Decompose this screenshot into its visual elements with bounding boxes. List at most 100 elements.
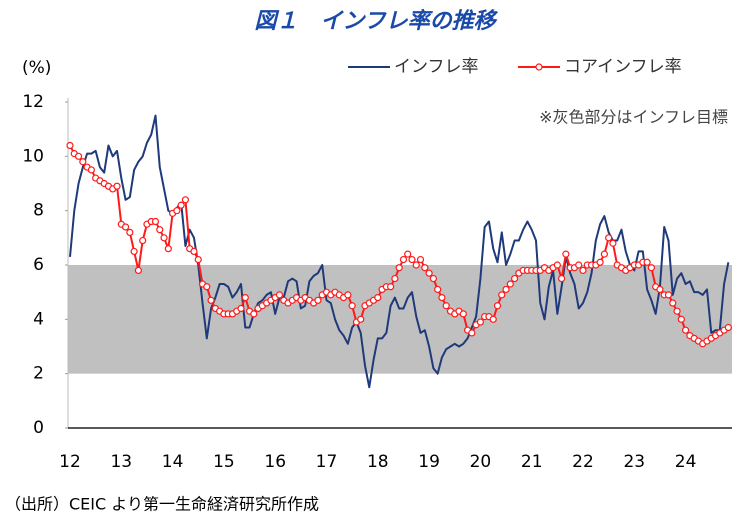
data-point (438, 294, 446, 302)
data-point (416, 255, 425, 264)
data-point (275, 291, 284, 299)
data-point (181, 196, 190, 204)
data-point (207, 296, 215, 304)
data-point (600, 250, 608, 258)
data-point (506, 280, 514, 288)
data-point (575, 261, 583, 269)
data-point (87, 166, 95, 174)
x-tick-label: 17 (316, 452, 338, 472)
data-point (434, 285, 442, 294)
y-tick-label: 6 (33, 255, 44, 275)
data-point (126, 228, 134, 236)
data-point (241, 294, 249, 302)
x-tick-label: 16 (264, 452, 286, 472)
data-point (656, 285, 664, 294)
data-point (139, 236, 147, 245)
data-point (647, 264, 656, 272)
x-tick-label: 15 (213, 452, 235, 472)
data-point (399, 255, 408, 264)
annotation: ※灰色部分はインフレ目標 (539, 108, 728, 127)
data-point (113, 182, 121, 190)
data-point (357, 315, 365, 323)
data-point (404, 250, 412, 258)
data-point (194, 255, 202, 264)
data-point (476, 318, 484, 326)
data-point (669, 299, 677, 307)
data-point (562, 250, 570, 258)
data-point (130, 247, 138, 256)
data-point (237, 304, 245, 313)
data-point (459, 310, 467, 318)
data-point (429, 274, 437, 283)
data-point (421, 264, 429, 272)
x-tick-label: 19 (418, 452, 440, 472)
data-point (66, 141, 74, 150)
data-point (596, 258, 604, 266)
data-point (387, 283, 395, 291)
x-tick-label: 24 (675, 452, 697, 472)
data-point (250, 310, 258, 318)
data-point (643, 258, 651, 266)
data-point (344, 291, 352, 299)
data-point (160, 234, 168, 242)
x-tick-label: 21 (521, 452, 543, 472)
data-point (164, 245, 172, 253)
x-tick-label: 18 (367, 452, 389, 472)
y-axis-label: (%) (22, 58, 51, 78)
data-point (673, 307, 681, 315)
data-point (425, 269, 433, 277)
data-point (558, 274, 566, 283)
data-point (681, 326, 690, 334)
x-tick-label: 22 (572, 452, 594, 472)
data-point (348, 302, 356, 310)
data-point (605, 234, 613, 242)
legend-marker (535, 63, 543, 71)
data-point (173, 207, 181, 215)
y-tick-label: 2 (33, 364, 44, 384)
legend-label: コアインフレ率 (564, 57, 682, 77)
data-point (579, 266, 587, 275)
y-tick-label: 10 (22, 146, 44, 166)
y-tick-label: 4 (33, 309, 44, 329)
chart-title: 図１ インフレ率の推移 (254, 8, 498, 34)
data-point (664, 291, 673, 299)
data-point (408, 255, 416, 264)
data-point (177, 201, 185, 209)
data-point (493, 302, 502, 310)
target-band (68, 265, 732, 374)
data-point (553, 261, 561, 269)
data-point (74, 152, 83, 160)
data-point (724, 323, 732, 332)
data-point (502, 285, 510, 294)
data-point (391, 274, 399, 283)
data-point (151, 217, 160, 226)
data-point (468, 329, 476, 337)
data-point (609, 239, 617, 247)
x-tick-label: 13 (110, 452, 132, 472)
data-point (677, 315, 685, 323)
data-point (203, 283, 211, 291)
legend-label: インフレ率 (394, 57, 479, 77)
data-point (314, 296, 322, 304)
source-note: （出所）CEIC より第一生命経済研究所作成 (5, 495, 319, 514)
y-tick-label: 12 (22, 92, 44, 112)
x-tick-label: 12 (59, 452, 81, 472)
data-point (395, 264, 403, 272)
data-point (510, 274, 519, 283)
data-point (190, 247, 198, 256)
data-point (498, 291, 506, 299)
data-point (374, 294, 382, 302)
data-point (412, 261, 420, 269)
data-point (156, 226, 164, 234)
x-tick-label: 23 (623, 452, 645, 472)
data-point (489, 315, 497, 323)
x-tick-label: 20 (470, 452, 492, 472)
data-point (442, 302, 450, 310)
data-point (121, 223, 130, 231)
x-tick-label: 14 (162, 452, 184, 472)
y-tick-label: 8 (33, 201, 44, 221)
y-tick-label: 0 (33, 418, 44, 438)
data-point (79, 158, 87, 166)
